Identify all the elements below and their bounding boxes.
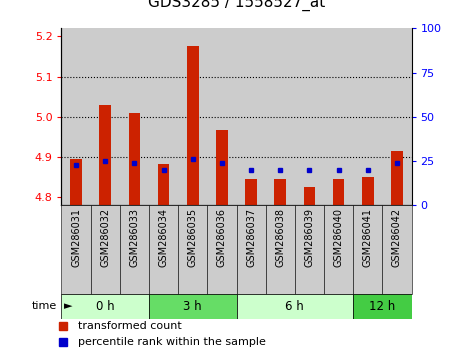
Text: transformed count: transformed count: [78, 321, 182, 331]
FancyBboxPatch shape: [61, 205, 91, 294]
FancyBboxPatch shape: [324, 205, 353, 294]
Text: GSM286033: GSM286033: [130, 208, 140, 267]
FancyBboxPatch shape: [236, 294, 353, 319]
FancyBboxPatch shape: [353, 205, 382, 294]
FancyBboxPatch shape: [120, 205, 149, 294]
Bar: [216, 130, 228, 205]
Bar: [70, 159, 82, 205]
FancyBboxPatch shape: [91, 205, 120, 294]
Bar: [99, 105, 111, 205]
Text: 3 h: 3 h: [184, 300, 202, 313]
Bar: [304, 187, 315, 205]
FancyBboxPatch shape: [353, 294, 412, 319]
Bar: [178, 28, 207, 205]
FancyBboxPatch shape: [295, 205, 324, 294]
Text: 0 h: 0 h: [96, 300, 114, 313]
Bar: [129, 113, 140, 205]
Text: ►: ►: [64, 301, 72, 311]
Bar: [158, 164, 169, 205]
Bar: [149, 28, 178, 205]
Text: GSM286034: GSM286034: [158, 208, 168, 267]
Bar: [187, 46, 199, 205]
FancyBboxPatch shape: [149, 205, 178, 294]
Text: 6 h: 6 h: [286, 300, 304, 313]
FancyBboxPatch shape: [207, 205, 236, 294]
Text: time: time: [32, 301, 57, 311]
FancyBboxPatch shape: [266, 205, 295, 294]
Bar: [274, 179, 286, 205]
Text: GSM286038: GSM286038: [275, 208, 285, 267]
Bar: [391, 151, 403, 205]
Text: GSM286040: GSM286040: [333, 208, 343, 267]
Text: percentile rank within the sample: percentile rank within the sample: [78, 337, 266, 347]
Bar: [324, 28, 353, 205]
Text: GSM286039: GSM286039: [305, 208, 315, 267]
FancyBboxPatch shape: [61, 294, 149, 319]
Text: GSM286042: GSM286042: [392, 208, 402, 267]
FancyBboxPatch shape: [382, 205, 412, 294]
Text: 12 h: 12 h: [369, 300, 395, 313]
FancyBboxPatch shape: [149, 294, 236, 319]
FancyBboxPatch shape: [178, 205, 207, 294]
Bar: [207, 28, 236, 205]
Text: GSM286031: GSM286031: [71, 208, 81, 267]
Bar: [333, 179, 344, 205]
Bar: [353, 28, 382, 205]
Bar: [91, 28, 120, 205]
Text: GSM286032: GSM286032: [100, 208, 110, 267]
FancyBboxPatch shape: [236, 205, 266, 294]
Bar: [245, 179, 257, 205]
Bar: [362, 177, 374, 205]
Bar: [120, 28, 149, 205]
Bar: [382, 28, 412, 205]
Text: GSM286035: GSM286035: [188, 208, 198, 267]
Text: GSM286037: GSM286037: [246, 208, 256, 267]
Text: GSM286036: GSM286036: [217, 208, 227, 267]
Bar: [295, 28, 324, 205]
Text: GSM286041: GSM286041: [363, 208, 373, 267]
Bar: [236, 28, 266, 205]
Bar: [61, 28, 91, 205]
Text: GDS3285 / 1558527_at: GDS3285 / 1558527_at: [148, 0, 325, 11]
Bar: [266, 28, 295, 205]
